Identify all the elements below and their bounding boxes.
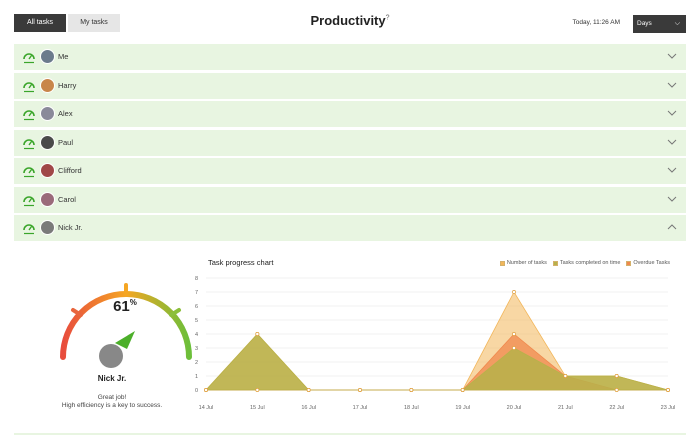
y-tick-label: 3 bbox=[195, 346, 198, 352]
legend-item[interactable]: Overdue Tasks bbox=[626, 260, 670, 266]
legend-item[interactable]: Number of tasks bbox=[499, 260, 547, 266]
user-name: Clifford bbox=[58, 166, 82, 175]
gauge-icon bbox=[23, 138, 35, 149]
gauge-needle bbox=[115, 331, 135, 349]
user-name: Nick Jr. bbox=[97, 374, 127, 383]
user-row[interactable]: Clifford bbox=[14, 158, 686, 184]
tab-my-tasks[interactable]: My tasks bbox=[68, 14, 120, 32]
chevron-down-icon[interactable] bbox=[666, 193, 678, 205]
chart-legend: Number of tasks Tasks completed on time Ov… bbox=[499, 260, 670, 266]
x-tick-label: 15 Jul bbox=[250, 405, 265, 411]
avatar bbox=[40, 77, 55, 93]
data-point bbox=[563, 374, 568, 378]
data-point bbox=[204, 388, 208, 392]
user-name: Alex bbox=[58, 109, 73, 118]
avatar bbox=[40, 134, 55, 150]
user-row[interactable]: Me bbox=[14, 44, 686, 70]
x-tick-label: 20 Jul bbox=[507, 405, 522, 411]
chevron-up-icon[interactable] bbox=[666, 221, 678, 233]
legend-label: Number of tasks bbox=[506, 260, 547, 266]
chevron-down-icon[interactable] bbox=[666, 136, 678, 148]
y-tick-label: 2 bbox=[195, 360, 198, 366]
avatar bbox=[40, 163, 55, 178]
productivity-gauge bbox=[60, 283, 192, 360]
y-tick-label: 1 bbox=[195, 374, 198, 380]
user-row[interactable]: Nick Jr. bbox=[14, 215, 686, 241]
gauge-icon bbox=[23, 81, 35, 92]
gauge-icon bbox=[23, 53, 35, 64]
productivity-percent: 61% bbox=[113, 298, 137, 315]
avatar bbox=[40, 220, 55, 235]
y-tick-label: 8 bbox=[195, 276, 198, 282]
x-tick-label: 19 Jul bbox=[455, 405, 470, 411]
avatar bbox=[40, 191, 55, 207]
user-row[interactable]: Carol bbox=[14, 186, 686, 213]
page-title: Productivity? bbox=[310, 13, 390, 28]
data-point bbox=[460, 388, 465, 392]
chevron-down-icon[interactable] bbox=[666, 50, 678, 62]
help-icon[interactable]: ? bbox=[385, 14, 390, 22]
y-tick-label: 7 bbox=[195, 290, 198, 296]
range-dropdown[interactable]: Days ⌵ bbox=[633, 15, 686, 33]
user-name: Me bbox=[58, 52, 69, 61]
data-point bbox=[512, 346, 516, 350]
y-tick-label: 6 bbox=[195, 304, 198, 310]
x-tick-label: 23 Jul bbox=[661, 405, 676, 411]
chevron-down-icon[interactable] bbox=[666, 107, 678, 119]
data-point bbox=[255, 388, 260, 392]
x-tick-label: 22 Jul bbox=[609, 405, 624, 411]
user-detail-panel: 61% Nick Jr. Great job! High efficiency i… bbox=[14, 242, 686, 430]
user-row[interactable]: Harry bbox=[14, 72, 686, 99]
data-point bbox=[306, 388, 311, 392]
x-tick-label: 21 Jul bbox=[558, 405, 573, 411]
data-point bbox=[614, 388, 619, 392]
bottom-divider bbox=[14, 433, 686, 435]
y-tick-label: 4 bbox=[195, 332, 198, 338]
legend-label: Tasks completed on time bbox=[559, 260, 621, 266]
legend-swatch bbox=[552, 260, 558, 266]
chevron-down-icon: ⌵ bbox=[674, 20, 680, 27]
chevron-down-icon[interactable] bbox=[666, 164, 678, 176]
datetime-label: Today, 11:26 AM bbox=[572, 19, 620, 26]
user-row[interactable]: Paul bbox=[14, 129, 686, 156]
user-name: Nick Jr. bbox=[58, 223, 83, 232]
data-point bbox=[512, 290, 516, 294]
chevron-down-icon[interactable] bbox=[666, 79, 678, 91]
user-name: Paul bbox=[58, 137, 74, 147]
y-tick-label: 0 bbox=[195, 388, 198, 394]
avatar bbox=[40, 106, 55, 121]
gauge-icon bbox=[23, 110, 35, 121]
gauge-icon bbox=[23, 195, 35, 206]
chart-title: Task progress chart bbox=[208, 258, 274, 267]
user-name: Carol bbox=[58, 194, 76, 204]
legend-swatch bbox=[626, 260, 632, 266]
user-name: Harry bbox=[58, 80, 77, 90]
tab-all-tasks[interactable]: All tasks bbox=[14, 14, 66, 32]
gauge-icon bbox=[23, 167, 35, 178]
legend-swatch bbox=[499, 260, 505, 266]
user-row[interactable]: Alex bbox=[14, 101, 686, 127]
data-point bbox=[255, 332, 260, 336]
legend-item[interactable]: Tasks completed on time bbox=[552, 260, 621, 266]
x-tick-label: 14 Jul bbox=[199, 405, 214, 411]
data-point bbox=[614, 374, 619, 378]
data-point bbox=[409, 388, 414, 392]
motivation-message: Great job! High efficiency is a key to su… bbox=[61, 394, 163, 409]
avatar bbox=[99, 344, 123, 368]
task-progress-chart: 0 1 2 3 4 5 6 7 8 14 Jul 15 Jul 16 Jul 17 Jul 18 Jul 1… bbox=[195, 276, 676, 411]
gauge-icon bbox=[23, 224, 35, 235]
data-point bbox=[512, 332, 516, 336]
top-bar: All tasks My tasks Productivity? Today, … bbox=[0, 0, 700, 44]
x-tick-label: 18 Jul bbox=[404, 405, 419, 411]
data-point bbox=[666, 388, 670, 392]
x-tick-label: 17 Jul bbox=[353, 405, 368, 411]
x-tick-label: 16 Jul bbox=[301, 405, 316, 411]
y-tick-label: 5 bbox=[195, 318, 198, 324]
avatar bbox=[40, 49, 55, 64]
legend-label: Overdue Tasks bbox=[633, 260, 670, 266]
data-point bbox=[358, 388, 362, 392]
